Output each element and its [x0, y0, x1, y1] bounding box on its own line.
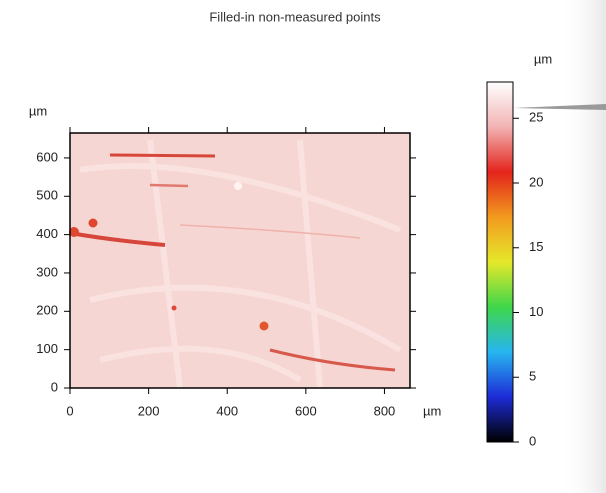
colorbar-tick-label: 0: [529, 433, 536, 448]
colorbar-tick-label: 20: [529, 174, 543, 189]
streak: [269, 348, 396, 372]
x-tick-label: 0: [66, 403, 73, 418]
x-tick-label: 200: [138, 403, 160, 418]
colorbar-tick-label: 10: [529, 304, 543, 319]
colorbar: [486, 81, 514, 443]
spot: [69, 227, 79, 237]
spot: [88, 218, 98, 228]
y-unit: µm: [29, 103, 47, 118]
spot: [171, 305, 177, 311]
y-tick-label: 200: [36, 303, 58, 318]
spot: [234, 182, 242, 190]
y-tick-label: 0: [51, 379, 58, 394]
colorbar-tick-label: 5: [529, 369, 536, 384]
y-tick-label: 100: [36, 341, 58, 356]
chart-title: Filled-in non-measured points: [209, 9, 381, 24]
colorbar-unit: µm: [534, 51, 552, 66]
edge-shade: [560, 0, 606, 493]
texture: [79, 139, 402, 389]
histogram-marker: [513, 104, 606, 110]
y-tick-label: 500: [36, 188, 58, 203]
x-tick-label: 800: [374, 403, 396, 418]
plot-frame: [69, 132, 411, 389]
streak: [149, 183, 189, 188]
colorbar-tick-label: 25: [529, 110, 543, 125]
streak: [109, 153, 216, 158]
x-tick-label: 400: [216, 403, 238, 418]
colorbar-tick-label: 15: [529, 239, 543, 254]
x-tick-label: 600: [295, 403, 317, 418]
height-map: [69, 132, 411, 389]
y-tick-label: 600: [36, 149, 58, 164]
y-tick-label: 300: [36, 264, 58, 279]
map-background: [70, 133, 410, 388]
spot: [259, 321, 269, 331]
streak: [179, 224, 361, 239]
x-unit: µm: [423, 403, 441, 418]
y-tick-label: 400: [36, 226, 58, 241]
